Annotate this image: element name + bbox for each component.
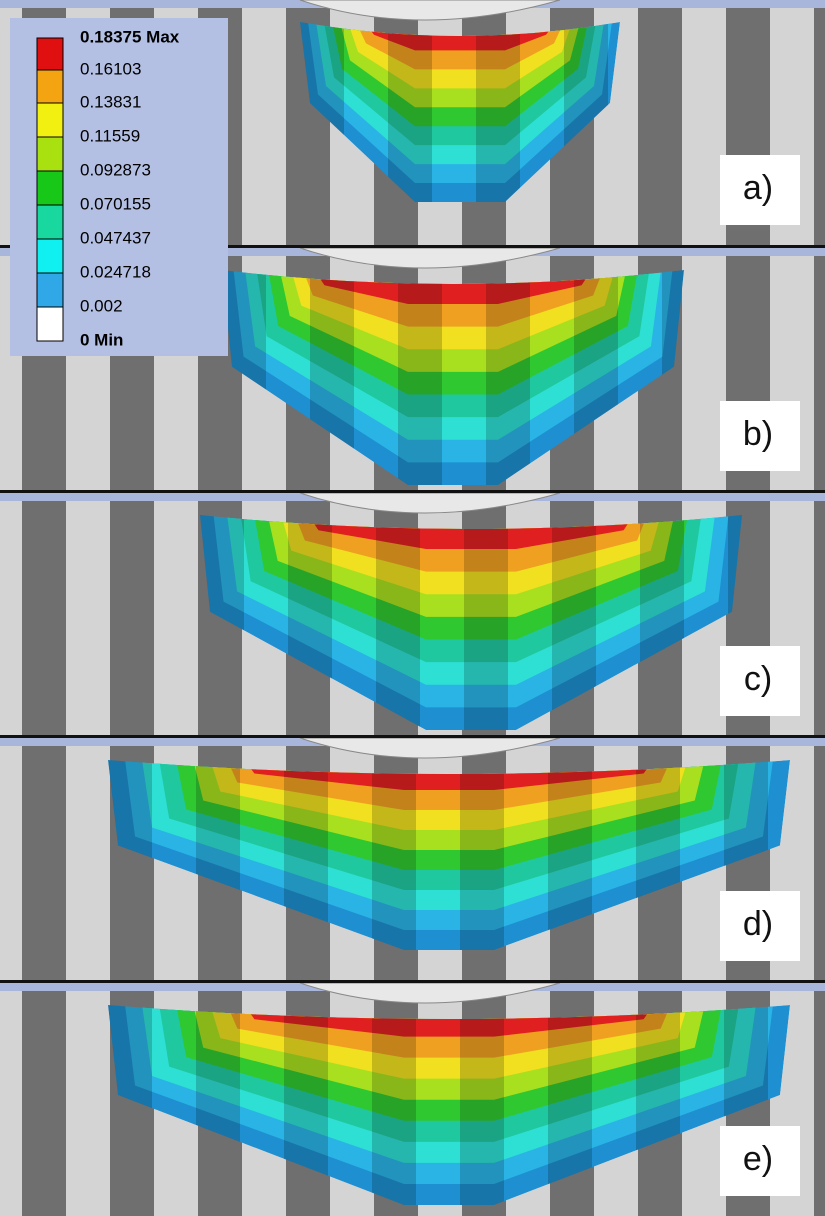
stripe bbox=[22, 983, 66, 1216]
stripe bbox=[638, 0, 682, 245]
panel-label: a) bbox=[743, 169, 773, 207]
shade bbox=[476, 12, 520, 212]
shade bbox=[460, 750, 504, 960]
separator bbox=[0, 735, 825, 738]
legend-swatch bbox=[37, 205, 63, 239]
panel-label: e) bbox=[743, 1140, 773, 1178]
legend-label: 0.024718 bbox=[80, 262, 151, 281]
shade bbox=[388, 12, 432, 212]
panel: d) bbox=[0, 735, 825, 981]
legend-swatch bbox=[37, 239, 63, 273]
shade bbox=[486, 260, 530, 495]
stripe bbox=[22, 493, 66, 736]
legend: 0.18375 Max 0.16103 0.13831 0.11559 0.092873… bbox=[10, 18, 228, 356]
separator bbox=[0, 980, 825, 983]
stripe bbox=[110, 493, 154, 736]
shade bbox=[372, 750, 416, 960]
panel-label: b) bbox=[743, 415, 773, 453]
stripe bbox=[22, 738, 66, 981]
legend-label: 0.18375 Max bbox=[80, 27, 180, 46]
legend-swatch bbox=[37, 137, 63, 171]
panel: e) bbox=[0, 980, 825, 1216]
legend-swatch bbox=[37, 70, 63, 103]
panel-label: d) bbox=[743, 905, 773, 943]
legend-label: 0.11559 bbox=[80, 126, 140, 145]
stripe bbox=[814, 0, 825, 245]
legend-swatch bbox=[37, 38, 63, 70]
shade bbox=[376, 505, 420, 740]
stripe bbox=[814, 983, 825, 1216]
separator bbox=[0, 490, 825, 493]
legend-swatch bbox=[37, 307, 63, 341]
stripe bbox=[814, 248, 825, 491]
figure: a) b) c) d) e) 0.18375 Max 0.16103 0.13831 0.11… bbox=[0, 0, 825, 1216]
legend-swatch bbox=[37, 171, 63, 205]
legend-swatch bbox=[37, 103, 63, 137]
shade bbox=[464, 505, 508, 740]
legend-label: 0.002 bbox=[80, 296, 123, 315]
panel: c) bbox=[0, 490, 825, 740]
shade bbox=[460, 995, 504, 1215]
shade bbox=[398, 260, 442, 495]
legend-label: 0.092873 bbox=[80, 160, 151, 179]
legend-label: 0.070155 bbox=[80, 194, 151, 213]
legend-label: 0.16103 bbox=[80, 59, 141, 78]
legend-label: 0 Min bbox=[80, 330, 123, 349]
shade bbox=[372, 995, 416, 1215]
legend-label: 0.047437 bbox=[80, 228, 151, 247]
legend-label: 0.13831 bbox=[80, 92, 141, 111]
stripe bbox=[814, 738, 825, 981]
stripe bbox=[814, 493, 825, 736]
panel-label: c) bbox=[744, 660, 772, 698]
legend-swatch bbox=[37, 273, 63, 307]
